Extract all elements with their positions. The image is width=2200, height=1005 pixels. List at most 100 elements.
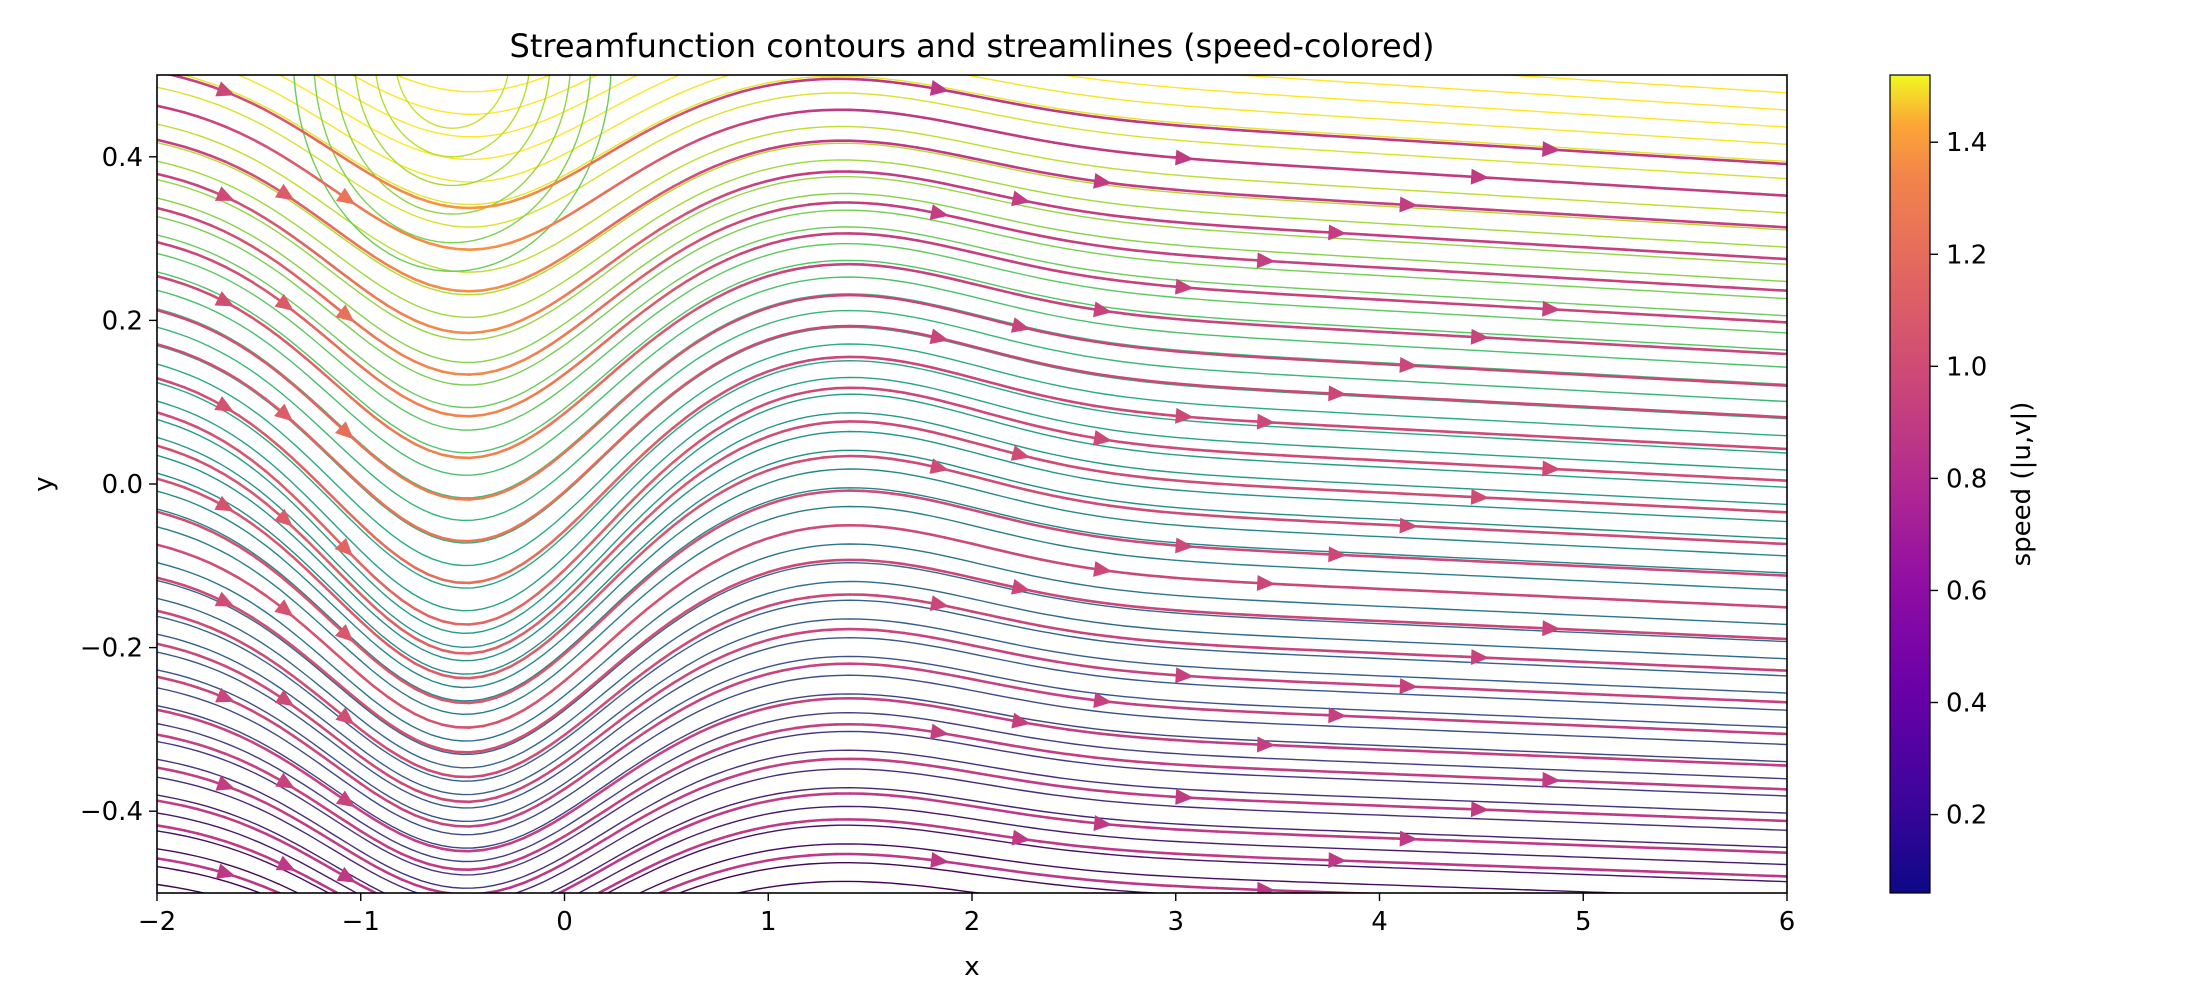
streamline-segment (1733, 288, 1747, 289)
streamline-segment (728, 866, 742, 870)
streamline-segment (551, 681, 565, 692)
streamline-segment (1651, 601, 1665, 602)
streamline-segment (1570, 901, 1584, 902)
streamline-segment (1610, 281, 1624, 282)
streamline-segment (415, 885, 429, 889)
streamline-segment (1692, 603, 1706, 604)
streamline-segment (1773, 448, 1787, 449)
streamline-segment (1407, 895, 1421, 896)
streamline-segment (1570, 278, 1584, 279)
streamline-segment (891, 424, 905, 426)
streamline-segment (211, 156, 225, 162)
streamline-segment (755, 860, 769, 863)
streamline-segment (429, 889, 443, 892)
streamline-segment (1678, 507, 1692, 508)
streamline-segment (891, 597, 905, 599)
streamline-segment (1366, 556, 1380, 557)
streamline-segment (646, 404, 660, 416)
streamline-segment (510, 523, 524, 531)
streamline-segment (1760, 606, 1774, 607)
streamline-segment (1515, 243, 1529, 244)
streamline-segment (1773, 765, 1787, 766)
streamline-segment (1407, 141, 1421, 142)
streamline-segment (1257, 196, 1271, 197)
streamline-segment (1515, 659, 1529, 660)
streamline-segment (374, 417, 388, 427)
streamline-segment (1162, 885, 1176, 886)
streamline-segment (1189, 256, 1203, 257)
streamline-segment (279, 373, 293, 384)
streamline-segment (1515, 339, 1529, 340)
streamline-segment (1135, 476, 1149, 478)
streamline-segment (1570, 725, 1584, 726)
streamline-segment (1244, 389, 1258, 390)
streamline-segment (1176, 886, 1190, 887)
streamline-segment (1638, 346, 1652, 347)
streamline-segment (795, 267, 809, 269)
streamline-segment (1380, 806, 1394, 807)
streamline-segment (877, 526, 891, 527)
streamline-segment (1638, 187, 1652, 188)
streamline-segment (1447, 464, 1461, 465)
streamline-segment (1284, 327, 1298, 328)
streamline-segment (1067, 499, 1081, 502)
streamline-segment (728, 189, 742, 194)
streamline-segment (1121, 152, 1135, 154)
streamline-segment (809, 296, 823, 298)
streamline-segment (1461, 464, 1475, 465)
streamline-segment (442, 650, 456, 653)
streamline-segment (1665, 379, 1679, 380)
streamline-segment (1420, 591, 1434, 592)
streamline-segment (1502, 211, 1516, 212)
streamline-segment (768, 858, 782, 860)
streamline-segment (184, 422, 198, 428)
streamline-segment (1094, 602, 1108, 604)
streamline-segment (320, 754, 334, 764)
streamline-segment (1352, 137, 1366, 138)
streamline-segment (1583, 502, 1597, 503)
streamline-segment (1638, 473, 1652, 474)
streamline-segment (646, 630, 660, 640)
streamline-segment (1678, 571, 1692, 572)
streamline-segment (306, 509, 320, 523)
streamline-segment (1298, 456, 1312, 457)
streamline-segment (171, 861, 185, 864)
streamline-segment (673, 795, 687, 801)
streamline-segment (1529, 867, 1543, 868)
streamline-segment (1706, 786, 1720, 787)
streamline-segment (388, 671, 402, 681)
streamline-segment (1556, 533, 1570, 534)
streamline-segment (605, 441, 619, 454)
streamline-segment (524, 554, 538, 564)
streamline-segment (1570, 566, 1584, 567)
streamline-segment (1583, 152, 1597, 153)
streamline-segment (931, 800, 945, 802)
streamline-segment (1040, 140, 1054, 142)
streamline-segment (619, 284, 633, 294)
streamline-segment (483, 329, 497, 332)
streamline-segment (1678, 444, 1692, 445)
streamline-segment (795, 236, 809, 238)
streamline-segment (918, 210, 932, 213)
y-tick-label: 0.2 (102, 306, 143, 336)
streamline-segment (1203, 798, 1217, 799)
streamline-segment (1556, 565, 1570, 566)
streamline-segment (252, 389, 266, 399)
streamline-segment (863, 141, 877, 142)
streamline-segment (184, 716, 198, 720)
streamline-segment (1665, 316, 1679, 317)
streamline-segment (1026, 873, 1040, 875)
streamline-segment (1678, 761, 1692, 762)
streamline-segment (1298, 650, 1312, 651)
streamline-segment (1162, 479, 1176, 480)
streamline-segment (1583, 439, 1597, 440)
streamline-segment (1719, 319, 1733, 320)
streamline-segment (184, 806, 198, 809)
streamline-segment (782, 395, 796, 399)
streamline-segment (157, 858, 171, 860)
streamline-segment (157, 545, 171, 549)
streamline-segment (374, 866, 388, 873)
streamline-segment (632, 416, 646, 428)
streamline-segment (1543, 812, 1557, 813)
streamline-segment (184, 112, 198, 116)
